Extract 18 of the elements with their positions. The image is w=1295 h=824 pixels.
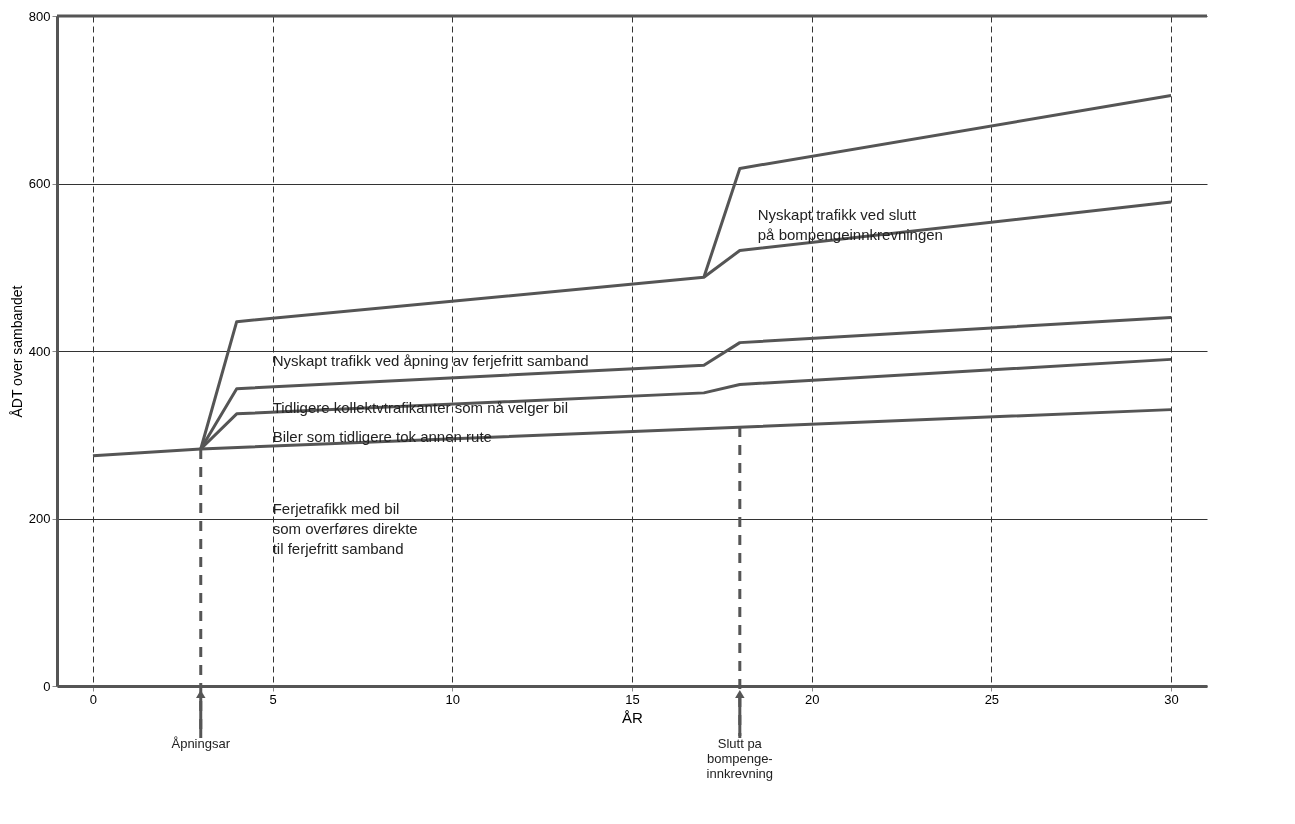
x-tick-label: 30: [1164, 691, 1179, 707]
x-axis-title: ÅR: [622, 708, 644, 726]
x-tick-label: 15: [625, 691, 640, 707]
annotation: Nyskapt trafikk ved åpning av ferjefritt samband: [272, 351, 589, 369]
y-axis-title: ÅDT over sambandet: [8, 285, 25, 418]
annotation: Ferjetrafikk med bil som overføres direkte til ferjefritt samband: [272, 499, 418, 557]
x-tick-label: 0: [89, 691, 98, 707]
y-tick-label: 800: [28, 8, 51, 24]
ref-line-label: Slutt pa bompenge- innkrevning: [706, 736, 774, 781]
y-tick-label: 600: [28, 176, 51, 191]
x-tick-label: 25: [984, 691, 1000, 707]
y-tick-label: 400: [28, 343, 51, 359]
x-tick-label: 5: [269, 691, 277, 707]
y-tick-label: 200: [28, 511, 51, 526]
ref-line-label: Åpningsar: [171, 736, 231, 751]
y-tick-label: 0: [43, 678, 51, 694]
x-tick-label: 20: [804, 691, 820, 707]
x-tick-label: 10: [445, 691, 461, 707]
